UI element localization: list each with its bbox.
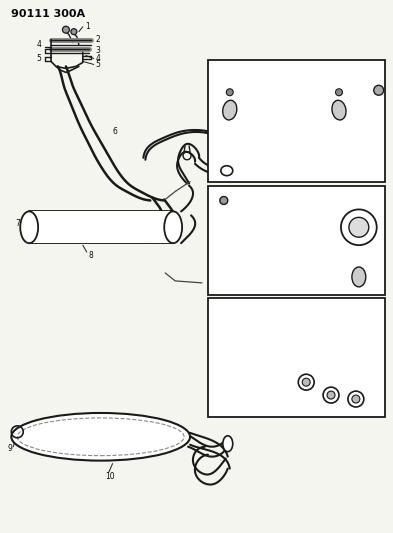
Text: 17: 17 bbox=[226, 303, 235, 312]
Ellipse shape bbox=[332, 100, 346, 120]
Bar bbox=[208, 298, 385, 417]
Circle shape bbox=[323, 387, 339, 403]
Circle shape bbox=[226, 361, 234, 369]
Circle shape bbox=[352, 395, 360, 403]
Circle shape bbox=[302, 378, 310, 386]
Text: 6: 6 bbox=[113, 127, 118, 136]
Circle shape bbox=[374, 85, 384, 95]
Text: 10: 10 bbox=[106, 472, 115, 481]
Circle shape bbox=[62, 26, 70, 33]
Circle shape bbox=[226, 89, 233, 96]
Text: 5: 5 bbox=[36, 54, 41, 63]
Text: 11: 11 bbox=[216, 108, 225, 117]
Bar bbox=[208, 185, 385, 295]
Text: 1: 1 bbox=[85, 22, 90, 31]
Text: 19: 19 bbox=[317, 402, 327, 411]
Circle shape bbox=[336, 89, 342, 96]
Text: 12: 12 bbox=[289, 391, 299, 400]
Text: 5: 5 bbox=[96, 60, 101, 69]
Ellipse shape bbox=[221, 166, 233, 176]
Text: 16: 16 bbox=[216, 189, 226, 198]
Ellipse shape bbox=[223, 436, 233, 451]
Circle shape bbox=[220, 197, 228, 205]
Text: 13: 13 bbox=[302, 282, 312, 292]
Text: 14: 14 bbox=[255, 282, 265, 292]
Bar bbox=[208, 60, 385, 182]
Circle shape bbox=[327, 391, 335, 399]
Circle shape bbox=[348, 391, 364, 407]
Text: 13: 13 bbox=[268, 66, 277, 75]
Bar bbox=[29, 212, 173, 243]
Text: 12: 12 bbox=[322, 162, 332, 171]
Text: 9: 9 bbox=[7, 444, 12, 453]
Text: 4: 4 bbox=[96, 54, 101, 63]
Ellipse shape bbox=[20, 212, 38, 243]
Text: 2: 2 bbox=[96, 35, 101, 44]
Text: 12: 12 bbox=[216, 157, 225, 166]
Ellipse shape bbox=[352, 267, 366, 287]
Ellipse shape bbox=[223, 100, 237, 120]
Circle shape bbox=[71, 29, 77, 35]
Text: G BODY 2.5L ENG.: G BODY 2.5L ENG. bbox=[226, 408, 289, 414]
Text: 7: 7 bbox=[15, 219, 20, 228]
Text: 11: 11 bbox=[332, 66, 342, 75]
Text: 15: 15 bbox=[365, 196, 375, 205]
Circle shape bbox=[341, 209, 377, 245]
Text: 4: 4 bbox=[36, 40, 41, 49]
Text: 90111 300A: 90111 300A bbox=[11, 9, 85, 19]
Ellipse shape bbox=[164, 212, 182, 243]
Text: 20: 20 bbox=[342, 405, 352, 414]
Circle shape bbox=[298, 374, 314, 390]
Text: 3: 3 bbox=[96, 46, 101, 55]
Text: 18: 18 bbox=[222, 373, 231, 382]
Text: 13: 13 bbox=[365, 108, 375, 117]
Circle shape bbox=[349, 217, 369, 237]
Text: 8: 8 bbox=[89, 251, 94, 260]
Ellipse shape bbox=[11, 413, 190, 461]
